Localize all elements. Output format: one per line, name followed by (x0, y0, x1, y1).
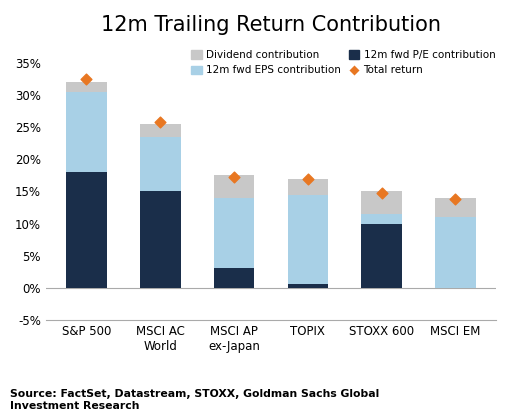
Point (304, 176, 312, 182)
Text: Source: FactSet, Datastream, STOXX, Goldman Sachs Global
Investment Research: Source: FactSet, Datastream, STOXX, Gold… (10, 389, 380, 411)
Point (451, 196, 459, 202)
Bar (361, 192, 402, 214)
Bar (361, 223, 402, 287)
Bar (140, 137, 180, 192)
Bar (140, 192, 180, 287)
Point (156, 119, 165, 126)
Bar (214, 268, 254, 287)
Title: 12m Trailing Return Contribution: 12m Trailing Return Contribution (101, 15, 441, 35)
Point (82, 76, 90, 83)
Bar (140, 124, 180, 137)
Bar (435, 198, 476, 217)
Bar (214, 198, 254, 268)
Point (230, 174, 238, 180)
Bar (66, 172, 107, 287)
Bar (288, 179, 328, 195)
Legend: Dividend contribution, 12m fwd EPS contribution, 12m fwd P/E contribution, Total: Dividend contribution, 12m fwd EPS contr… (191, 50, 495, 76)
Bar (214, 176, 254, 198)
Point (378, 190, 386, 196)
Bar (361, 214, 402, 223)
Bar (66, 92, 107, 172)
Bar (66, 83, 107, 92)
Bar (288, 285, 328, 287)
Bar (435, 217, 476, 287)
Bar (288, 195, 328, 285)
